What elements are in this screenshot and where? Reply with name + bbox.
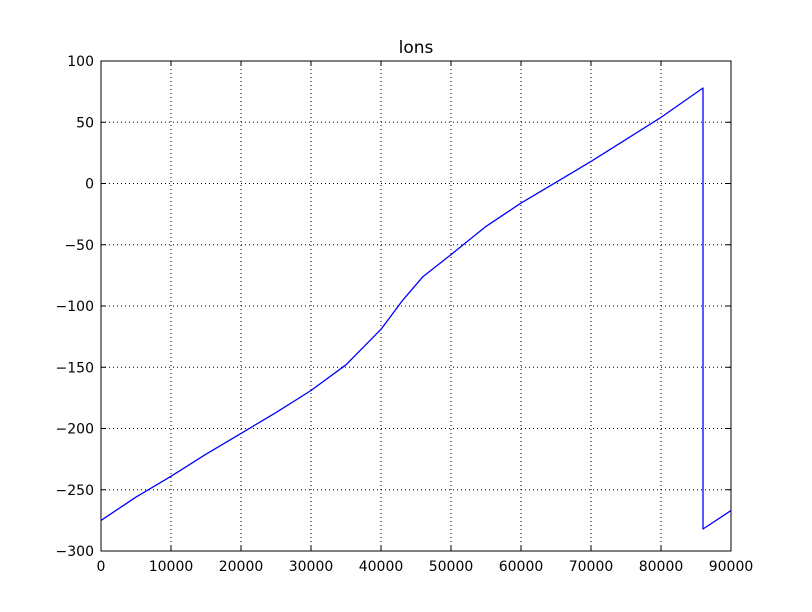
- y-tick-label: −200: [56, 422, 94, 438]
- tick-marks: [100, 60, 732, 552]
- x-tick-label: 0: [97, 559, 106, 575]
- x-tick-label: 20000: [219, 559, 264, 575]
- x-tick-label: 70000: [569, 559, 614, 575]
- y-tick-label: −50: [64, 238, 94, 254]
- y-tick-label: 0: [85, 177, 94, 193]
- series-line: [100, 87, 732, 530]
- y-tick-label: −300: [56, 544, 94, 560]
- y-tick-label: −250: [56, 483, 94, 499]
- x-tick-label: 80000: [639, 559, 684, 575]
- x-tick-labels: 0 10000 20000 30000 40000 50000 60000 70000 8000…: [97, 559, 754, 575]
- x-tick-label: 60000: [499, 559, 544, 575]
- x-tick-label: 10000: [149, 559, 194, 575]
- x-tick-label: 50000: [429, 559, 474, 575]
- y-tick-labels: −300 −250 −200 −150 −100 −50 0 50 100: [56, 54, 94, 560]
- y-tick-label: −100: [56, 299, 94, 315]
- grid-lines: [101, 61, 731, 551]
- x-tick-label: 90000: [709, 559, 754, 575]
- chart-title: lons: [399, 38, 434, 58]
- y-tick-label: −150: [56, 360, 94, 376]
- x-tick-label: 40000: [359, 559, 404, 575]
- x-tick-label: 30000: [289, 559, 334, 575]
- y-tick-label: 50: [76, 115, 94, 131]
- series-layer: [100, 87, 732, 530]
- y-tick-label: 100: [67, 54, 94, 70]
